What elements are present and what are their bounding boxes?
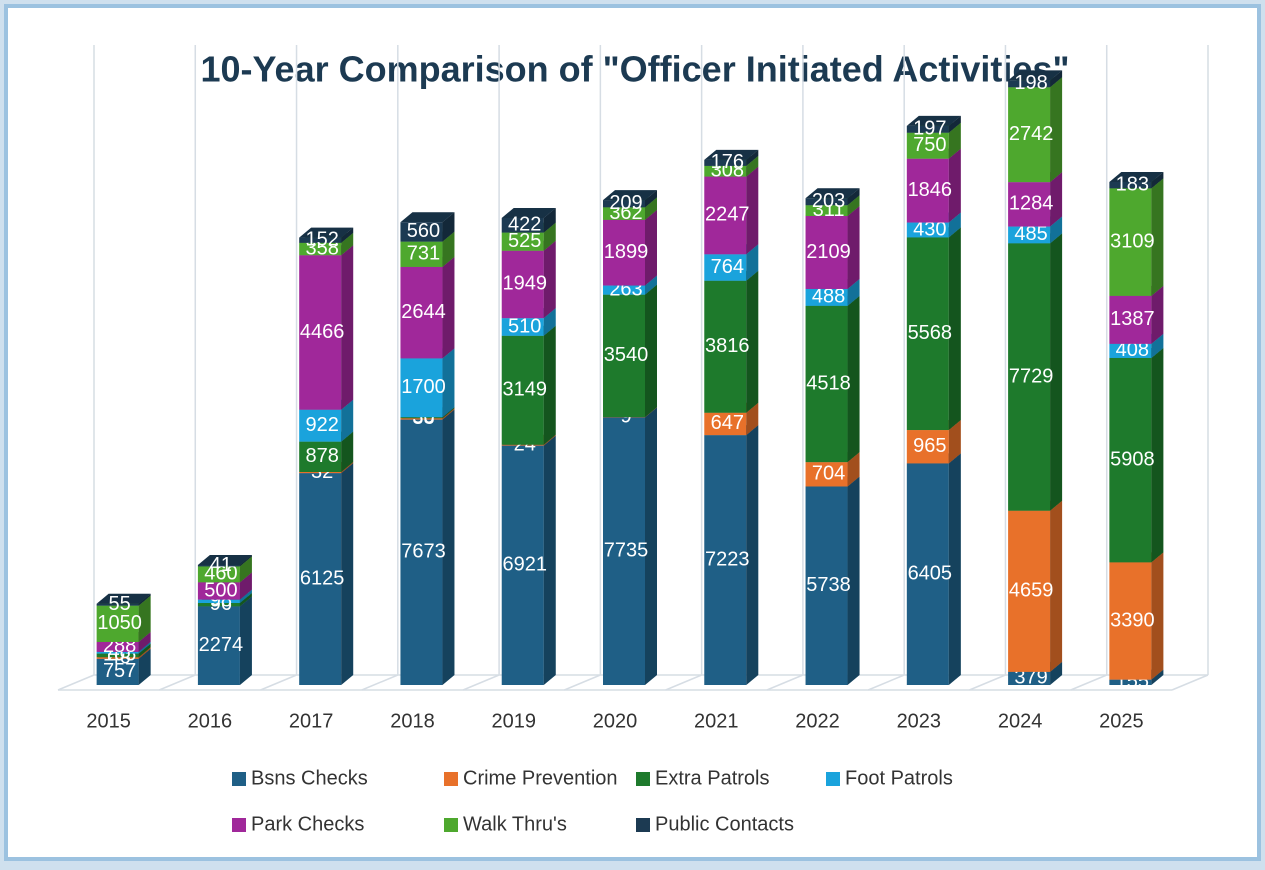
legend-swatch [444,818,458,832]
data-label: 2274 [199,634,244,656]
data-label: 922 [305,414,338,436]
chart-title: 10-Year Comparison of "Officer Initiated… [200,49,1069,90]
data-label: 1050 [97,612,142,634]
legend-swatch [636,772,650,786]
x-tick-label: 2023 [897,710,942,732]
data-label: 3149 [502,379,547,401]
data-label: 965 [913,435,946,457]
data-label: 6125 [300,567,345,589]
legend-label: Park Checks [251,813,364,835]
data-label: 5568 [908,322,953,344]
legend-label: Bsns Checks [251,767,368,789]
data-label: 4518 [806,372,851,394]
data-label: 5908 [1110,448,1155,470]
data-label: 3540 [604,344,649,366]
data-label: 7223 [705,548,750,570]
x-tick-label: 2016 [188,710,233,732]
data-label: 3390 [1110,609,1155,631]
data-label: 647 [711,412,744,434]
x-tick-label: 2019 [491,710,536,732]
data-label: 55 [109,593,131,615]
x-tick-label: 2024 [998,710,1043,732]
legend-swatch [444,772,458,786]
data-label: 1387 [1110,308,1155,330]
data-label: 7729 [1009,365,1054,387]
data-label: 488 [812,286,845,308]
data-label: 1846 [908,179,953,201]
data-label: 41 [210,554,232,576]
data-label: 7735 [604,539,649,561]
x-tick-label: 2022 [795,710,840,732]
data-label: 3109 [1110,230,1155,252]
data-label: 4659 [1009,580,1054,602]
x-tick-label: 2015 [86,710,131,732]
x-tick-label: 2020 [593,710,638,732]
data-label: 2644 [401,301,446,323]
data-label: 198 [1014,72,1047,94]
legend-label: Public Contacts [655,813,794,835]
legend-label: Crime Prevention [463,767,618,789]
data-label: 7673 [401,541,446,563]
data-label: 2247 [705,204,750,226]
data-label: 5738 [806,574,851,596]
data-label: 2742 [1009,123,1054,145]
data-label: 4466 [300,321,345,343]
legend-swatch [232,818,246,832]
data-label: 176 [711,151,744,173]
data-label: 209 [609,192,642,214]
data-label: 731 [407,243,440,265]
legend-swatch [826,772,840,786]
x-tick-label: 2018 [390,710,435,732]
x-tick-label: 2025 [1099,710,1144,732]
x-tick-label: 2017 [289,710,334,732]
data-label: 6921 [502,554,547,576]
data-label: 197 [913,118,946,140]
legend-label: Foot Patrols [845,767,953,789]
data-label: 878 [305,445,338,467]
data-label: 152 [305,228,338,250]
legend-label: Walk Thru's [463,813,567,835]
data-label: 764 [711,256,744,278]
data-label: 560 [407,220,440,242]
data-label: 1899 [604,241,649,263]
legend-label: Extra Patrols [655,767,769,789]
x-tick-label: 2021 [694,710,739,732]
legend-swatch [232,772,246,786]
data-label: 704 [812,463,845,485]
data-label: 203 [812,190,845,212]
data-label: 1284 [1009,193,1054,215]
data-label: 1700 [401,376,446,398]
data-label: 1949 [502,273,547,295]
legend-swatch [636,818,650,832]
data-label: 2109 [806,241,851,263]
data-label: 3816 [705,335,750,357]
data-label: 422 [508,214,541,236]
data-label: 183 [1116,173,1149,195]
data-label: 510 [508,315,541,337]
data-label: 6405 [908,562,953,584]
